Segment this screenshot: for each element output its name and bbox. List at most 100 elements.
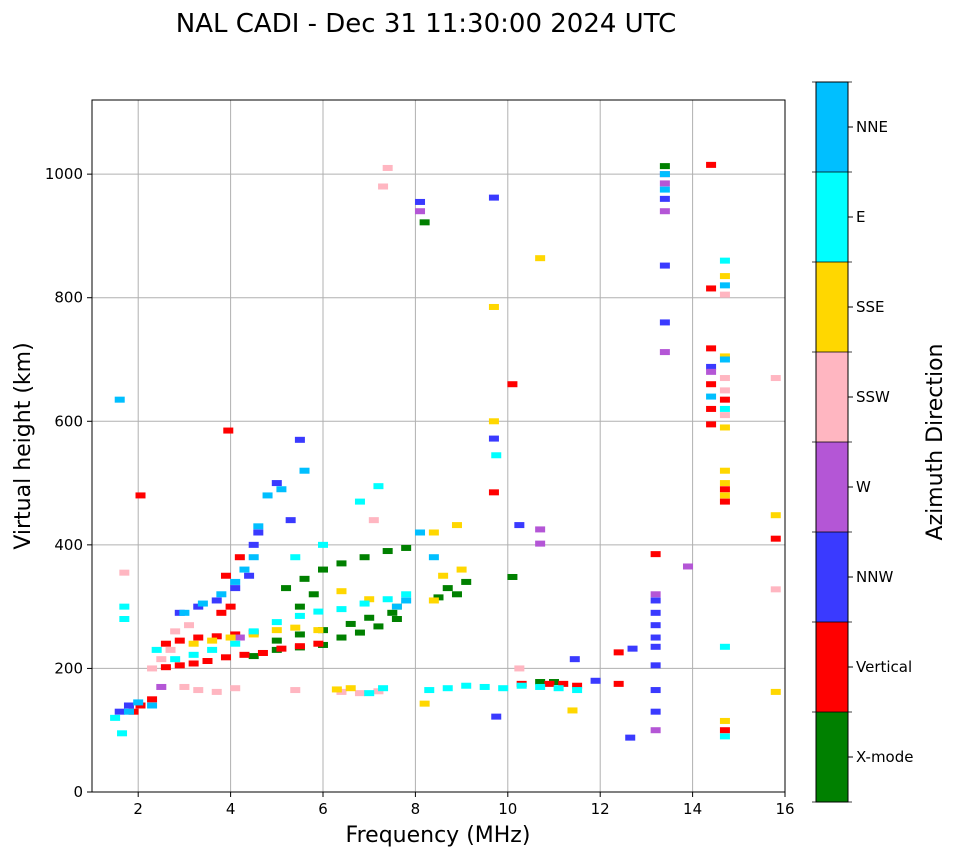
colorbar-swatch — [816, 442, 848, 532]
data-point — [220, 654, 231, 661]
data-point — [770, 688, 781, 695]
data-point — [135, 492, 146, 499]
colorbar-swatch — [816, 712, 848, 802]
y-ticks: 0 200 400 600 800 1000 — [45, 165, 92, 801]
data-point — [197, 600, 208, 607]
data-point — [613, 649, 624, 656]
data-point — [299, 575, 310, 582]
data-point — [170, 656, 181, 663]
colorbar-tick-label: NNE — [856, 118, 888, 136]
data-point — [378, 685, 389, 692]
x-tick-label: 12 — [591, 800, 610, 818]
data-point — [491, 452, 502, 459]
data-point — [391, 616, 402, 622]
data-point — [650, 551, 661, 558]
colorbar-tick-label: SSW — [856, 388, 890, 406]
data-point — [174, 637, 185, 644]
data-point — [290, 624, 301, 631]
data-point — [174, 662, 185, 669]
data-point — [507, 381, 518, 388]
data-point — [230, 640, 241, 647]
data-point — [123, 702, 134, 709]
data-point — [719, 424, 730, 431]
data-point — [516, 682, 527, 689]
data-point — [290, 554, 301, 561]
data-point — [207, 646, 218, 653]
data-point — [415, 198, 426, 205]
data-point — [276, 486, 287, 493]
data-point — [719, 467, 730, 474]
data-point — [244, 572, 255, 579]
data-point — [659, 319, 670, 326]
data-point — [706, 285, 717, 292]
data-point — [373, 623, 384, 630]
data-point — [170, 628, 181, 635]
data-point — [294, 643, 305, 650]
data-point — [318, 541, 328, 548]
data-point — [719, 733, 730, 740]
data-point — [498, 685, 509, 692]
data-point — [719, 727, 730, 734]
data-point — [225, 603, 236, 610]
data-point — [123, 708, 134, 715]
colorbar-tick-label: E — [856, 208, 865, 226]
data-point — [193, 603, 204, 610]
data-point — [391, 603, 402, 610]
data-point — [491, 713, 502, 720]
data-point — [253, 529, 264, 536]
data-point — [382, 548, 393, 555]
x-ticks: 2 4 6 8 10 12 14 16 — [133, 792, 795, 818]
data-point — [719, 643, 730, 650]
data-point — [535, 683, 546, 690]
data-point — [354, 690, 365, 697]
data-point — [415, 208, 426, 215]
data-point — [211, 597, 222, 604]
data-point — [428, 554, 439, 561]
data-point — [567, 707, 578, 714]
data-point — [336, 606, 347, 613]
data-point — [193, 634, 204, 641]
data-point — [488, 303, 499, 310]
data-point — [239, 651, 250, 658]
data-point — [345, 620, 356, 627]
data-point — [119, 569, 130, 576]
data-point — [706, 161, 717, 168]
colorbar-swatch — [816, 82, 848, 172]
data-point — [133, 699, 144, 706]
data-point — [706, 393, 717, 400]
data-point — [290, 687, 301, 694]
colorbar-frame — [815, 81, 849, 803]
data-point — [281, 585, 292, 592]
data-point — [514, 665, 525, 672]
data-point — [151, 646, 162, 653]
data-point — [114, 396, 125, 403]
data-point — [719, 282, 730, 289]
data-point — [442, 685, 453, 692]
data-point — [650, 634, 661, 641]
data-point — [415, 529, 426, 536]
data-point — [650, 643, 661, 650]
data-point — [188, 651, 199, 658]
data-point — [211, 633, 222, 640]
data-point — [650, 687, 661, 694]
data-point — [193, 687, 204, 694]
data-point — [382, 596, 393, 603]
data-point — [706, 368, 717, 375]
data-point — [135, 702, 146, 709]
data-point — [119, 603, 130, 610]
data-point — [239, 566, 250, 573]
data-point — [650, 591, 661, 598]
data-point — [248, 541, 259, 548]
data-point — [147, 702, 158, 709]
data-point — [211, 688, 222, 695]
data-point — [188, 660, 199, 667]
data-point — [553, 685, 564, 692]
data-point — [627, 645, 638, 652]
data-point — [257, 649, 268, 656]
data-point — [207, 637, 218, 644]
data-point — [202, 658, 213, 665]
data-point — [387, 609, 398, 616]
data-point — [147, 665, 158, 672]
x-axis-label: Frequency (MHz) — [346, 823, 531, 848]
x-tick-label: 4 — [226, 800, 236, 818]
